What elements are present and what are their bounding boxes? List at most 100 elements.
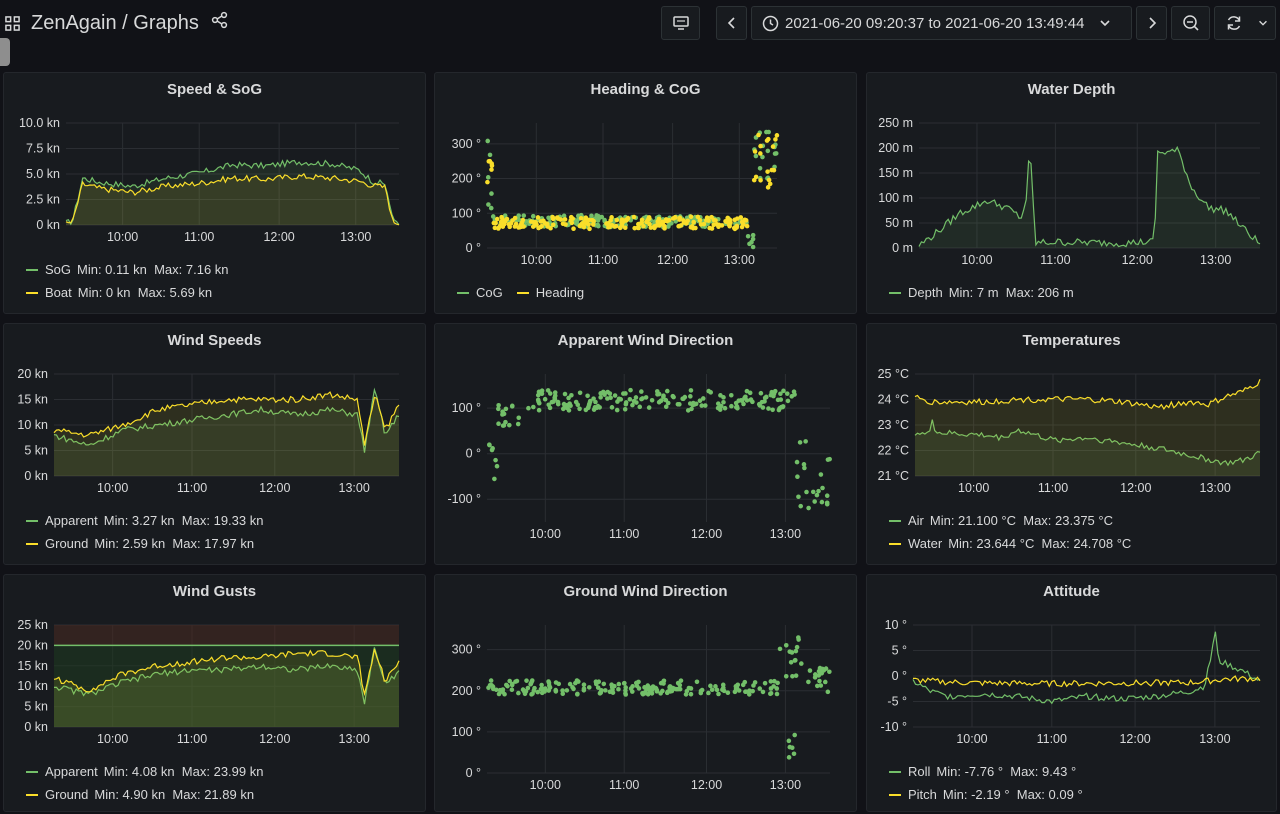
zoom-out-button[interactable] <box>1171 6 1210 40</box>
sidemenu-toggle[interactable] <box>0 38 10 66</box>
scatter-point <box>485 138 491 144</box>
legend-item[interactable]: SoG Min: 0.11 kn Max: 7.16 kn <box>26 258 229 281</box>
panel-wind-gusts[interactable]: Wind Gusts 0 kn 5 kn 10 kn 15 kn 20 kn 25 kn 10… <box>3 574 426 812</box>
legend-item[interactable]: Water Min: 23.644 °C Max: 24.708 °C <box>889 532 1131 555</box>
scatter-point <box>503 419 508 425</box>
legend-item[interactable]: Roll Min: -7.76 ° Max: 9.43 ° <box>889 760 1083 783</box>
scatter-point <box>816 673 822 678</box>
legend-name: Boat <box>45 285 72 300</box>
legend-item[interactable]: Heading <box>516 281 584 304</box>
scatter-point <box>612 393 618 398</box>
scatter-point <box>774 691 780 697</box>
legend-name: Ground <box>45 536 89 551</box>
scatter-point <box>758 143 763 149</box>
scatter-point <box>509 687 515 693</box>
time-shift-forward-button[interactable] <box>1136 6 1167 40</box>
scatter-point <box>490 684 496 689</box>
dashboard-title[interactable]: ZenAgain / Graphs <box>31 12 199 34</box>
scatter-point <box>496 402 501 408</box>
chart-plot[interactable]: 0 m 50 m 100 m 150 m 200 m 250 m 10:00 11:00 12:… <box>867 73 1278 315</box>
refresh-button[interactable] <box>1214 6 1276 40</box>
chart-plot[interactable]: 0 kn 2.5 kn 5.0 kn 7.5 kn 10.0 kn 10:00 11:00 1… <box>4 73 427 315</box>
y-tick-label: 250 m <box>878 116 913 130</box>
panel-heading-cog[interactable]: Heading & CoG 0 ° 100 ° 200 ° 300 ° 10:00 11:0… <box>434 72 857 314</box>
panel-title[interactable]: Ground Wind Direction <box>563 583 728 600</box>
scatter-point <box>562 391 568 397</box>
panel-ground-wind-direction[interactable]: Ground Wind Direction 0 ° 100 ° 200 ° 300 ° 1… <box>434 574 857 812</box>
chart-plot[interactable]: 0 ° 100 ° 200 ° 300 ° 10:00 11:00 12:00 13:00 <box>435 73 858 315</box>
panel-title[interactable]: Temperatures <box>1022 332 1121 349</box>
chart-plot[interactable]: 21 °C 22 °C 23 °C 24 °C 25 °C 10:00 11:00 12:00… <box>867 324 1278 566</box>
scatter-point <box>711 222 717 228</box>
legend-item[interactable]: Apparent Min: 3.27 kn Max: 19.33 kn <box>26 509 263 532</box>
chevron-down-icon[interactable] <box>1257 17 1269 29</box>
chart-plot[interactable]: 0 kn 5 kn 10 kn 15 kn 20 kn 25 kn 10:00 11:00 12… <box>4 575 427 813</box>
scatter-point <box>713 684 718 689</box>
panel-speed-sog[interactable]: Speed & SoG 0 kn 2.5 kn 5.0 kn 7.5 kn 10.0 kn… <box>3 72 426 314</box>
legend-item[interactable]: CoG <box>457 281 503 304</box>
y-tick-label: 0 kn <box>24 720 48 734</box>
legend-stats: Min: 4.08 kn Max: 23.99 kn <box>103 764 264 779</box>
scatter-point <box>492 476 497 482</box>
series-area <box>54 392 399 476</box>
series-line <box>914 419 1261 467</box>
share-icon[interactable] <box>211 11 229 29</box>
panel-title[interactable]: Water Depth <box>1027 81 1116 98</box>
scatter-point <box>753 153 759 159</box>
series-line <box>53 391 400 446</box>
panel-temperatures[interactable]: Temperatures 21 °C 22 °C 23 °C 24 °C 25 °C 10:… <box>866 323 1277 565</box>
chart-plot[interactable]: 0 ° 100 ° 200 ° 300 ° 10:00 11:00 12:00 13:00 <box>435 575 858 813</box>
legend-item[interactable]: Pitch Min: -2.19 ° Max: 0.09 ° <box>889 783 1083 806</box>
scatter-point <box>502 219 508 224</box>
chart-plot[interactable]: 0 kn 5 kn 10 kn 15 kn 20 kn 10:00 11:00 12:00 13… <box>4 324 427 566</box>
scatter-point <box>757 686 763 691</box>
time-shift-back-button[interactable] <box>716 6 747 40</box>
chart-plot[interactable]: -10 ° -5 ° 0 ° 5 ° 10 ° 10:00 11:00 12:00 13:00 <box>867 575 1278 813</box>
legend-item[interactable]: Air Min: 21.100 °C Max: 23.375 °C <box>889 509 1131 532</box>
scatter-point <box>749 239 754 245</box>
scatter-point <box>536 225 541 231</box>
legend-item[interactable]: Ground Min: 4.90 kn Max: 21.89 kn <box>26 783 263 806</box>
panel-title[interactable]: Wind Speeds <box>167 332 262 349</box>
scatter-point <box>616 396 622 402</box>
scatter-point <box>758 390 764 396</box>
legend-item[interactable]: Apparent Min: 4.08 kn Max: 23.99 kn <box>26 760 263 783</box>
x-tick-label: 11:00 <box>177 732 207 746</box>
scatter-point <box>725 690 731 696</box>
scatter-point <box>709 214 714 220</box>
scatter-point <box>664 388 670 394</box>
chart-legend: SoG Min: 0.11 kn Max: 7.16 kn Boat Min: 0 k… <box>26 258 229 304</box>
scatter-point <box>818 683 824 688</box>
scatter-point <box>549 399 555 405</box>
panel-apparent-wind-direction[interactable]: Apparent Wind Direction -100 ° 0 ° 100 ° 10:… <box>434 323 857 565</box>
scatter-point <box>658 691 663 696</box>
time-range-picker[interactable]: 2021-06-20 09:20:37 to 2021-06-20 13:49:… <box>751 6 1132 40</box>
panel-water-depth[interactable]: Water Depth 0 m 50 m 100 m 150 m 200 m 250 m 10… <box>866 72 1277 314</box>
legend-item[interactable]: Ground Min: 2.59 kn Max: 17.97 kn <box>26 532 263 555</box>
tv-mode-button[interactable] <box>661 6 700 40</box>
panel-title[interactable]: Wind Gusts <box>172 583 257 600</box>
scatter-point <box>617 225 623 231</box>
panel-title[interactable]: Attitude <box>1043 583 1100 600</box>
panel-title[interactable]: Speed & SoG <box>166 81 263 98</box>
legend-item[interactable]: Boat Min: 0 kn Max: 5.69 kn <box>26 281 229 304</box>
x-tick-label: 13:00 <box>1200 481 1231 495</box>
x-tick-label: 10:00 <box>521 253 552 267</box>
apps-icon[interactable] <box>5 16 20 31</box>
scatter-point <box>771 167 777 173</box>
scatter-point <box>490 214 496 219</box>
panel-wind-speeds[interactable]: Wind Speeds 0 kn 5 kn 10 kn 15 kn 20 kn 10:00 1… <box>3 323 426 565</box>
scatter-point <box>648 225 654 230</box>
chevron-down-icon <box>1100 20 1110 27</box>
scatter-point <box>765 185 771 190</box>
legend-item[interactable]: Depth Min: 7 m Max: 206 m <box>889 281 1074 304</box>
scatter-point <box>574 218 580 224</box>
panel-attitude[interactable]: Attitude -10 ° -5 ° 0 ° 5 ° 10 ° 10:00 11:00 12:… <box>866 574 1277 812</box>
scatter-point <box>531 688 537 693</box>
scatter-point <box>616 681 622 687</box>
scatter-point <box>716 691 721 697</box>
panel-title[interactable]: Heading & CoG <box>590 81 701 98</box>
panel-title[interactable]: Apparent Wind Direction <box>557 332 734 349</box>
chart-plot[interactable]: -100 ° 0 ° 100 ° 10:00 11:00 12:00 13:00 <box>435 324 858 566</box>
y-tick-label: 20 kn <box>17 367 48 381</box>
